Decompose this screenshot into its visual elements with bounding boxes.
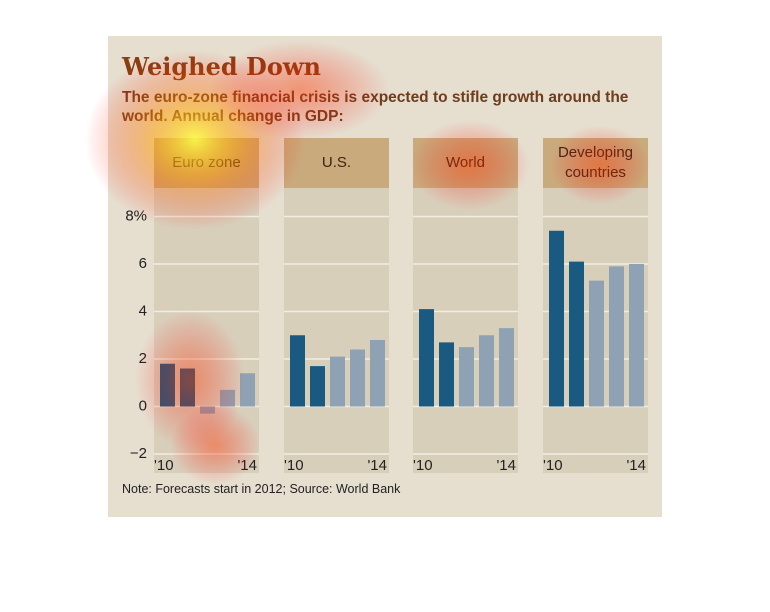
- bar: [439, 342, 454, 407]
- panel-title: Euro zone: [154, 138, 259, 188]
- panel-title: Developing countries: [543, 138, 648, 188]
- y-tick-label: 0: [139, 397, 147, 414]
- y-tick-label: 6: [139, 255, 147, 272]
- panel-bg: [154, 188, 259, 473]
- x-tick-label: '10: [284, 457, 304, 474]
- bar: [310, 366, 325, 407]
- bar: [479, 335, 494, 407]
- bar: [549, 230, 564, 407]
- y-tick-label: 4: [139, 302, 147, 319]
- y-tick-label: 8%: [125, 207, 147, 224]
- bar: [220, 389, 235, 407]
- bar: [609, 266, 624, 407]
- bar: [160, 363, 175, 407]
- bar: [589, 280, 604, 407]
- x-tick-label: '14: [626, 457, 646, 474]
- bar: [419, 309, 434, 407]
- bar: [330, 356, 345, 407]
- panel-bg: [284, 188, 389, 473]
- panel-title: World: [413, 138, 518, 188]
- bar: [290, 335, 305, 407]
- y-tick-label: −2: [130, 445, 147, 462]
- bar: [499, 328, 514, 407]
- panel-title: U.S.: [284, 138, 389, 188]
- x-tick-label: '10: [543, 457, 563, 474]
- x-tick-label: '14: [237, 457, 257, 474]
- bar: [350, 349, 365, 407]
- y-tick-label: 2: [139, 350, 147, 367]
- x-tick-label: '14: [367, 457, 387, 474]
- bar: [180, 368, 195, 407]
- x-tick-label: '14: [496, 457, 516, 474]
- bar: [459, 347, 474, 407]
- bar: [629, 264, 644, 407]
- note: Note: Forecasts start in 2012; Source: W…: [122, 482, 401, 496]
- x-tick-label: '10: [154, 457, 174, 474]
- bar: [370, 340, 385, 407]
- x-tick-label: '10: [413, 457, 433, 474]
- bar: [569, 261, 584, 407]
- bar: [240, 373, 255, 407]
- bar: [200, 406, 215, 414]
